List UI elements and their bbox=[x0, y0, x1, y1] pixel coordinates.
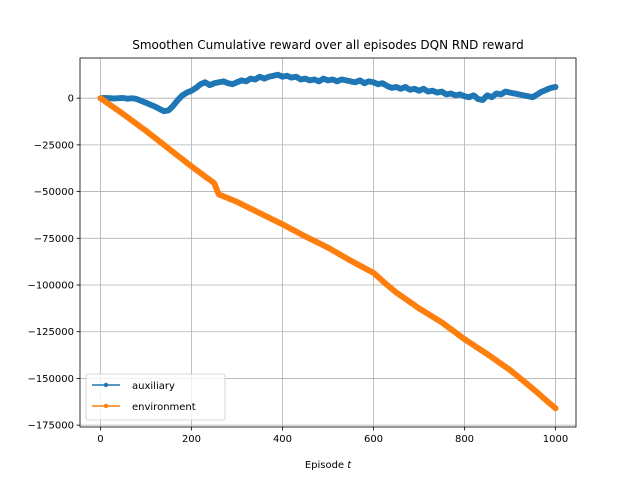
x-tick-label: 400 bbox=[273, 434, 292, 445]
x-tick-label: 1000 bbox=[543, 434, 568, 445]
y-tick-label: −150000 bbox=[27, 374, 74, 385]
y-tick-label: −100000 bbox=[27, 281, 74, 292]
y-tick-label: 0 bbox=[68, 94, 74, 105]
point-environment bbox=[552, 405, 559, 412]
legend: auxiliary environment bbox=[85, 373, 226, 421]
y-tick-label: −175000 bbox=[27, 421, 74, 432]
x-tick-label: 600 bbox=[364, 434, 383, 445]
legend-marker-environment bbox=[103, 403, 109, 409]
y-tick-label: −75000 bbox=[34, 234, 74, 245]
y-tick-label: −50000 bbox=[34, 187, 74, 198]
plot-area-background bbox=[80, 58, 576, 427]
x-tick-label: 200 bbox=[182, 434, 201, 445]
plot-frame bbox=[79, 57, 577, 428]
x-tick-label: 800 bbox=[455, 434, 474, 445]
y-tick-label: −125000 bbox=[27, 327, 74, 338]
point-auxiliary bbox=[552, 84, 559, 90]
series-layer bbox=[97, 71, 559, 412]
y-tick-label: −25000 bbox=[34, 140, 74, 151]
y-axis-ticks: 0 −25000 −50000 −75000 −100000 −125000 −150000… bbox=[27, 94, 80, 432]
chart-title: Smoothen Cumulative reward over all epis… bbox=[132, 38, 524, 52]
x-axis-label: Episode t bbox=[305, 460, 352, 471]
x-tick-label: 0 bbox=[97, 434, 103, 445]
series-markers-environment bbox=[97, 95, 559, 412]
legend-label-auxiliary: auxiliary bbox=[132, 381, 175, 392]
x-axis-ticks: 0 200 400 600 800 1000 bbox=[97, 427, 568, 445]
legend-label-environment: environment bbox=[132, 402, 196, 413]
legend-marker-auxiliary bbox=[103, 382, 109, 388]
legend-box bbox=[85, 373, 226, 421]
